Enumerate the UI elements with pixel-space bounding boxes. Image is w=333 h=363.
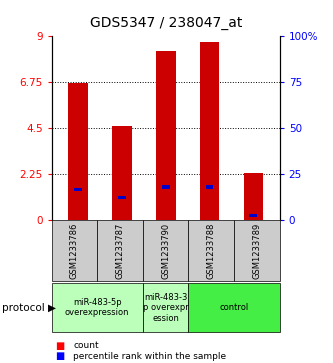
Text: GSM1233790: GSM1233790 (161, 223, 170, 279)
Text: percentile rank within the sample: percentile rank within the sample (73, 352, 226, 361)
Text: GSM1233787: GSM1233787 (116, 223, 125, 279)
Text: GSM1233786: GSM1233786 (70, 223, 79, 279)
Text: protocol ▶: protocol ▶ (2, 303, 56, 313)
Bar (156, 50, 175, 220)
Text: control: control (219, 303, 249, 312)
Bar (74, 188, 82, 191)
Text: ■: ■ (55, 340, 64, 351)
Text: GDS5347 / 238047_at: GDS5347 / 238047_at (90, 16, 243, 30)
Text: ■: ■ (55, 351, 64, 362)
Text: miR-483-5p
overexpression: miR-483-5p overexpression (65, 298, 130, 317)
Text: miR-483-3
p overexpr
ession: miR-483-3 p overexpr ession (143, 293, 188, 323)
Bar (200, 42, 219, 220)
Bar (249, 214, 257, 217)
Bar (112, 126, 132, 220)
Text: GSM1233788: GSM1233788 (207, 223, 216, 279)
Text: GSM1233789: GSM1233789 (252, 223, 261, 279)
Bar (205, 185, 213, 188)
Bar (243, 173, 263, 220)
Bar (162, 185, 169, 188)
Text: count: count (73, 341, 99, 350)
Bar (68, 83, 88, 220)
Bar (118, 196, 126, 199)
